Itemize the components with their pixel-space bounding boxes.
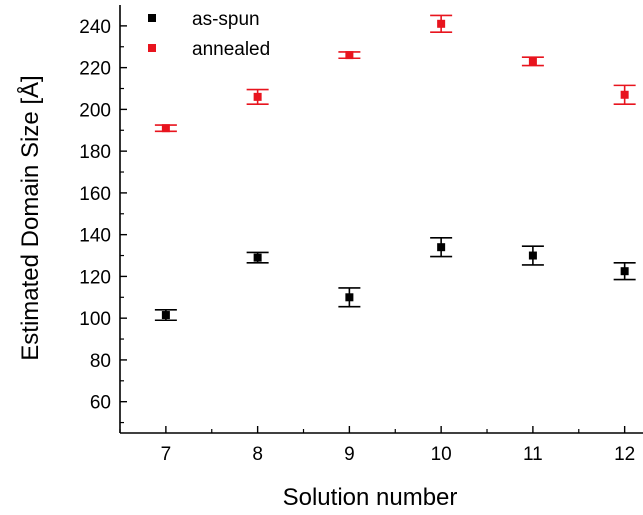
data-point — [528, 57, 537, 66]
data-point — [437, 19, 446, 28]
legend-label: annealed — [192, 39, 270, 60]
y-tick-label: 80 — [90, 351, 111, 372]
series-as-spun — [154, 236, 636, 322]
series-layer — [154, 14, 636, 322]
x-axis-title: Solution number — [283, 484, 458, 511]
data-point — [345, 51, 354, 60]
x-tick-label: 11 — [523, 444, 543, 465]
y-axis-title: Estimated Domain Size [Å] — [16, 75, 44, 360]
data-point — [345, 293, 354, 302]
data-point — [528, 251, 537, 260]
x-tick-label: 7 — [161, 444, 172, 465]
x-tick-label: 12 — [614, 444, 635, 465]
y-tick-label: 220 — [79, 59, 111, 80]
x-tick-label: 10 — [431, 444, 452, 465]
x-axis: 7 8 9 10 11 12 — [119, 426, 643, 465]
y-tick-label: 100 — [79, 309, 111, 330]
y-tick-label: 200 — [79, 100, 111, 121]
y-tick-label: 120 — [79, 267, 111, 288]
data-point — [253, 92, 262, 101]
y-tick-label: 240 — [79, 17, 111, 38]
data-point — [161, 311, 170, 320]
legend-marker — [148, 14, 156, 22]
data-point — [161, 124, 170, 133]
x-tick-label: 9 — [344, 444, 355, 465]
series-annealed — [154, 14, 636, 133]
data-point — [620, 267, 629, 276]
legend: as-spun annealed — [148, 9, 270, 60]
data-point — [437, 243, 446, 252]
data-point — [620, 90, 629, 99]
legend-label: as-spun — [192, 9, 260, 30]
y-axis: 60 80 100 120 140 160 180 200 220 240 — [79, 5, 127, 433]
y-tick-label: 60 — [90, 393, 111, 414]
y-tick-label: 140 — [79, 226, 111, 247]
x-tick-label: 8 — [252, 444, 263, 465]
y-tick-label: 180 — [79, 142, 111, 163]
y-tick-label: 160 — [79, 184, 111, 205]
data-point — [253, 253, 262, 262]
legend-marker — [148, 44, 156, 52]
